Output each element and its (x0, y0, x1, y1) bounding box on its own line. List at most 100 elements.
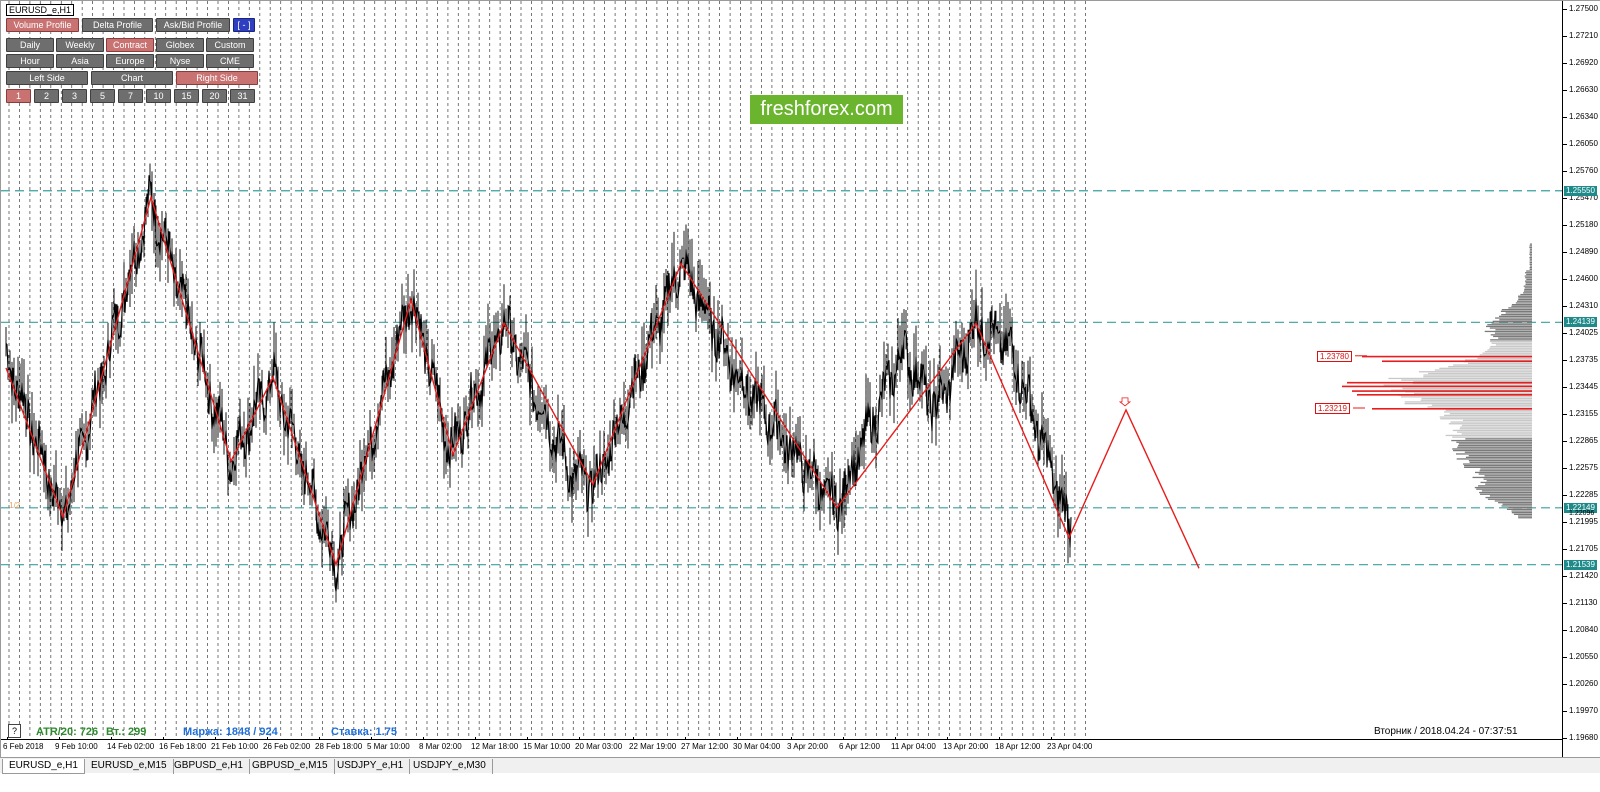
profile-bar (1453, 364, 1532, 366)
panel-button-weekly[interactable]: Weekly (56, 38, 104, 52)
time-label: 6 Feb 2018 (3, 742, 44, 751)
panel-button-europe[interactable]: Europe (106, 54, 154, 68)
profile-bar (1524, 275, 1532, 277)
profile-poc-bar (1372, 407, 1532, 410)
profile-bar (1450, 421, 1532, 423)
profile-bar (1525, 280, 1532, 282)
panel-button-31[interactable]: 31 (230, 89, 255, 103)
price-label: 1.27500 (1569, 4, 1598, 13)
profile-poc-bar (1357, 394, 1532, 396)
price-chart[interactable] (1, 1, 1569, 774)
profile-bar (1404, 403, 1532, 405)
profile-bar (1491, 322, 1532, 324)
panel-button-delta-profile[interactable]: Delta Profile (82, 18, 153, 32)
time-label: 12 Mar 18:00 (471, 742, 519, 751)
profile-bar (1458, 444, 1532, 447)
panel-button-hour[interactable]: Hour (6, 54, 54, 68)
profile-bar (1479, 470, 1532, 472)
time-tick (527, 737, 528, 740)
profile-bar (1526, 273, 1532, 276)
profile-bar (1465, 456, 1532, 458)
price-label: 1.20260 (1569, 678, 1598, 688)
chart-tab-eurusd-e-m15[interactable]: EURUSD_e,M15 (85, 759, 174, 774)
time-label: 18 Apr 12:00 (995, 742, 1041, 751)
profile-bar (1520, 293, 1532, 296)
panel-button-globex[interactable]: Globex (156, 38, 204, 52)
price-tick (1563, 332, 1567, 334)
price-label: 1.24600 (1569, 274, 1598, 284)
level-price-tag: 1.24139 (1564, 317, 1597, 328)
profile-bar (1453, 449, 1532, 452)
time-axis[interactable]: 6 Feb 2018 9 Feb 10:00 14 Feb 02:00 16 Feb … (1, 737, 1562, 753)
help-button[interactable]: ? (8, 724, 21, 738)
profile-bar (1518, 295, 1532, 297)
panel-button-volume-profile[interactable]: Volume Profile (6, 18, 79, 32)
panel-button-5[interactable]: 5 (90, 89, 115, 103)
time-label: 9 Feb 10:00 (55, 742, 98, 751)
profile-poc-bar (1382, 360, 1532, 363)
time-tick (215, 737, 216, 740)
profile-bar (1423, 374, 1532, 376)
panel-button-left-side[interactable]: Left Side (6, 71, 88, 85)
time-label: 5 Mar 10:00 (367, 742, 410, 751)
panel-button-20[interactable]: 20 (202, 89, 227, 103)
panel-button-10[interactable]: 10 (146, 89, 171, 103)
time-label: 16 Feb 18:00 (159, 742, 207, 751)
profile-bar (1490, 334, 1532, 336)
profile-bar (1461, 424, 1532, 427)
price-label: 1.20840 (1569, 624, 1598, 634)
panel-button-asia[interactable]: Asia (56, 54, 104, 68)
panel-button-right-side[interactable]: Right Side (176, 71, 258, 85)
panel-button-15[interactable]: 15 (174, 89, 199, 103)
time-label: 3 Apr 20:00 (787, 742, 828, 751)
profile-bar (1478, 485, 1532, 487)
time-tick (633, 737, 634, 740)
price-label: 1.24310 (1569, 301, 1598, 311)
panel-button-3[interactable]: 3 (62, 89, 87, 103)
profile-bar (1458, 443, 1532, 445)
panel-button-contract[interactable]: Contract (106, 38, 154, 52)
chart-window[interactable]: EURUSD_e,H1 Volume Profile Delta Profile A… (0, 0, 1600, 773)
time-label: 6 Apr 12:00 (839, 742, 880, 751)
profile-bar (1439, 416, 1532, 418)
profile-bar (1448, 423, 1532, 425)
profile-bar (1445, 434, 1532, 437)
panel-button-ask-bid-profile[interactable]: Ask/Bid Profile (156, 18, 230, 32)
time-tick (895, 737, 896, 740)
profile-bar (1511, 510, 1532, 512)
profile-bar (1404, 401, 1532, 403)
profile-bar (1464, 466, 1532, 468)
panel-button-chart[interactable]: Chart (91, 71, 173, 85)
profile-bar (1444, 414, 1532, 416)
time-label: 26 Feb 02:00 (263, 742, 311, 751)
panel-button-[interactable]: [ - ] (233, 18, 255, 32)
panel-button-custom[interactable]: Custom (206, 38, 254, 52)
volume-profile-histogram (1342, 243, 1532, 519)
profile-bar (1476, 488, 1532, 490)
profile-bar (1518, 298, 1532, 301)
price-scale[interactable]: 1.27500 1.27210 1.26920 1.26630 1.26340 1.260… (1562, 1, 1600, 761)
profile-bar (1431, 404, 1532, 406)
panel-button-7[interactable]: 7 (118, 89, 143, 103)
chart-tab-gbpusd-e-m15[interactable]: GBPUSD_e,M15 (246, 759, 335, 774)
profile-bar (1529, 262, 1532, 264)
level-price-tag: 1.25550 (1564, 185, 1597, 196)
time-tick (475, 737, 476, 740)
panel-button-1[interactable]: 1 (6, 89, 31, 103)
chart-tab-usdjpy-e-h1[interactable]: USDJPY_e,H1 (331, 759, 411, 774)
panel-button-cme[interactable]: CME (206, 54, 254, 68)
profile-bar (1465, 438, 1532, 440)
profile-bar (1493, 335, 1532, 338)
chart-tab-gbpusd-e-h1[interactable]: GBPUSD_e,H1 (168, 759, 250, 774)
profile-poc-bar (1342, 385, 1532, 388)
plot-area[interactable] (1, 1, 1569, 774)
price-label: 1.21420 (1569, 570, 1598, 580)
chart-tab-usdjpy-e-m30[interactable]: USDJPY_e,M30 (407, 759, 493, 774)
panel-button-daily[interactable]: Daily (6, 38, 54, 52)
profile-bar (1515, 302, 1532, 304)
price-label: 1.21705 (1569, 544, 1598, 554)
panel-button-nyse[interactable]: Nyse (156, 54, 204, 68)
profile-bar (1439, 367, 1532, 369)
panel-button-2[interactable]: 2 (34, 89, 59, 103)
chart-tab-eurusd-e-h1[interactable]: EURUSD_e,H1 (2, 759, 85, 774)
